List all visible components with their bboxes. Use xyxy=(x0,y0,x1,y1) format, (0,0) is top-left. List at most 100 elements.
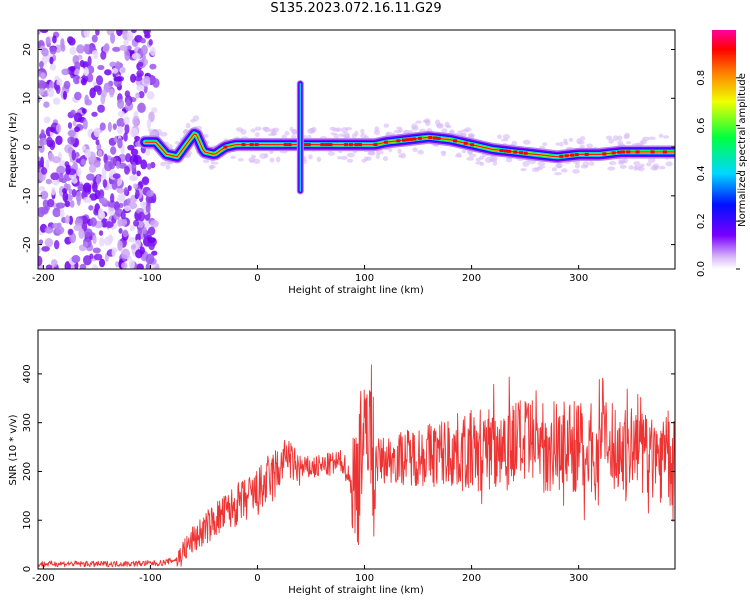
halo-dot xyxy=(586,143,594,149)
halo-dot xyxy=(551,167,558,172)
halo-dot xyxy=(637,166,645,172)
ridge-hot-spot xyxy=(584,152,589,156)
halo-dot xyxy=(346,158,354,163)
noise-blob xyxy=(67,122,73,129)
halo-dot xyxy=(574,162,580,169)
halo-dot xyxy=(147,128,154,133)
noise-blob xyxy=(116,98,125,109)
noise-blob xyxy=(89,217,97,227)
halo-dot xyxy=(417,149,424,155)
halo-dot xyxy=(647,136,656,141)
halo-dot xyxy=(613,135,619,142)
halo-dot xyxy=(375,153,380,160)
noise-blob xyxy=(56,165,66,175)
colorbar-tick-label: 0.2 xyxy=(696,213,707,229)
halo-dot xyxy=(633,165,638,171)
halo-dot xyxy=(253,158,261,164)
x-tick-label: -200 xyxy=(32,573,55,584)
halo-dot xyxy=(623,134,629,140)
ridge-hot-spot xyxy=(287,143,292,147)
noise-blobs xyxy=(38,30,160,269)
noise-blob xyxy=(111,248,116,257)
noise-blob xyxy=(97,149,103,158)
ridge-hot-spot xyxy=(452,139,457,143)
halo-dot xyxy=(422,119,429,123)
noise-blob xyxy=(118,228,123,234)
ridge-hot-spot xyxy=(432,136,437,140)
noise-blob xyxy=(49,63,57,71)
noise-blob xyxy=(108,162,116,170)
snr-frame xyxy=(37,329,676,570)
noise-blob xyxy=(137,102,146,114)
halo-dot xyxy=(284,130,290,136)
halo-dot xyxy=(441,128,448,133)
noise-blob xyxy=(105,221,114,228)
noise-blob xyxy=(95,30,100,36)
noise-blob xyxy=(74,91,82,101)
noise-blob xyxy=(135,92,140,99)
noise-blob xyxy=(133,183,138,190)
halo-dot xyxy=(658,165,666,170)
halo-dot xyxy=(411,123,418,130)
halo-dot xyxy=(235,127,244,132)
noise-blob xyxy=(48,80,55,90)
noise-blob xyxy=(49,56,54,65)
noise-blob xyxy=(117,126,124,135)
noise-blob xyxy=(112,123,117,131)
noise-blob xyxy=(38,88,45,96)
noise-blob xyxy=(84,148,92,159)
ridge-hot-spot xyxy=(303,143,308,147)
halo-dot xyxy=(520,167,527,172)
halo-dot xyxy=(555,142,560,146)
noise-blob xyxy=(45,178,52,185)
colorbar-ticks: 0.0 0.2 0.4 0.6 0.8 xyxy=(696,70,740,277)
ridge-hot-spot xyxy=(283,143,288,147)
halo-dot xyxy=(190,119,196,123)
snr-x-ticks: -200 -100 0 100 200 300 xyxy=(32,565,588,584)
noise-blob xyxy=(117,218,123,227)
halo-dot xyxy=(385,131,393,136)
noise-blob xyxy=(67,136,76,145)
halo-dot xyxy=(640,139,647,145)
noise-blob xyxy=(131,161,137,173)
snr-x-label: Height of straight line (km) xyxy=(288,585,424,596)
noise-blob xyxy=(39,60,44,69)
noise-blob xyxy=(68,228,73,236)
noise-blob xyxy=(148,241,155,251)
x-tick-label: 100 xyxy=(355,273,374,284)
spectrogram-y-label: Frequency (Hz) xyxy=(8,112,19,188)
noise-blob xyxy=(83,66,89,77)
noise-blob xyxy=(92,234,97,245)
noise-blob xyxy=(149,46,156,56)
noise-blob xyxy=(71,255,81,263)
y-tick-label: 300 xyxy=(22,413,33,432)
noise-blob xyxy=(100,51,107,60)
noise-blob xyxy=(149,63,157,70)
noise-blob xyxy=(124,165,130,175)
noise-blob xyxy=(144,58,149,66)
noise-blob xyxy=(110,32,116,44)
noise-blob xyxy=(147,226,156,236)
halo-dot xyxy=(202,159,210,164)
halo-dot xyxy=(360,133,367,139)
ridge-hot-spot xyxy=(405,138,410,142)
noise-blob xyxy=(80,158,87,166)
noise-blob xyxy=(109,88,115,98)
halo-dot xyxy=(568,137,574,142)
y-tick-label: 10 xyxy=(22,92,33,105)
x-tick-label: -200 xyxy=(32,273,55,284)
halo-dot xyxy=(382,156,389,162)
noise-blob xyxy=(74,218,83,227)
noise-blob xyxy=(112,173,121,179)
noise-blob xyxy=(89,193,98,201)
spectrogram-x-label: Height of straight line (km) xyxy=(288,285,424,296)
noise-blob xyxy=(136,263,144,269)
ridge-hot-spot xyxy=(223,145,228,149)
halo-dot xyxy=(628,165,634,170)
noise-blob xyxy=(152,78,160,88)
noise-blob xyxy=(93,208,100,216)
noise-blob xyxy=(44,237,54,248)
halo-dot xyxy=(346,152,355,158)
halo-dot xyxy=(522,139,531,145)
